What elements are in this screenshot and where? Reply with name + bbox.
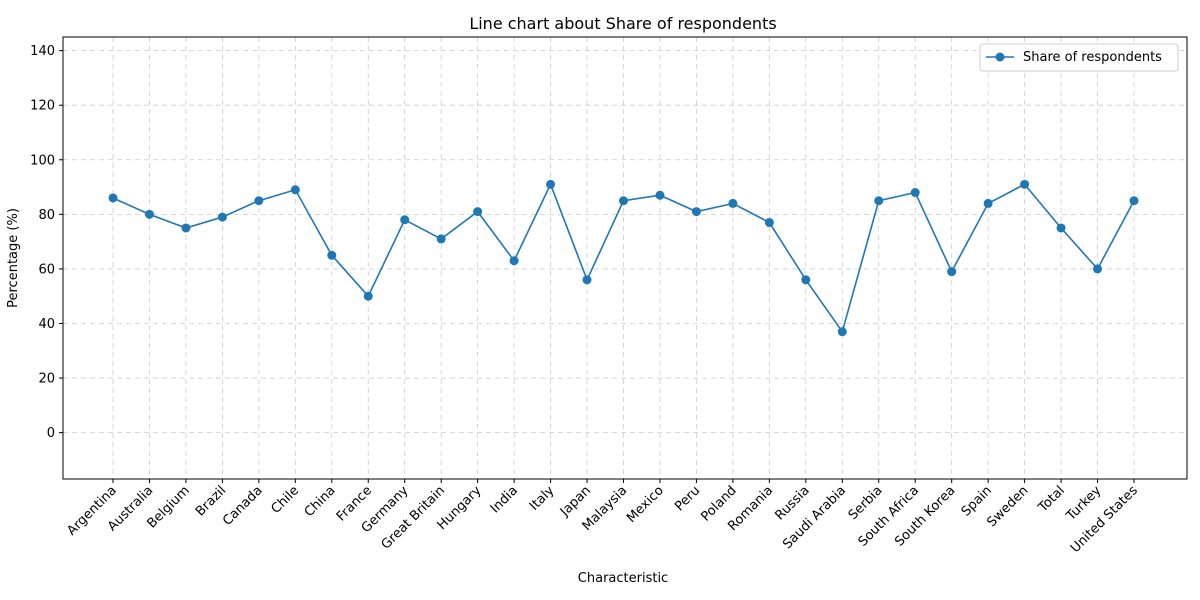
x-tick-label: United States bbox=[1068, 483, 1141, 556]
chart-title: Line chart about Share of respondents bbox=[469, 14, 776, 33]
y-tick-label: 40 bbox=[38, 317, 55, 332]
data-point bbox=[254, 196, 264, 206]
data-point bbox=[400, 215, 410, 225]
x-tick-label: Chile bbox=[269, 483, 303, 517]
legend-entry-label: Share of respondents bbox=[1023, 50, 1162, 65]
y-tick-label: 140 bbox=[30, 44, 55, 59]
data-point bbox=[217, 212, 227, 222]
series-layer bbox=[108, 179, 1139, 337]
x-tick-label: Total bbox=[1035, 483, 1068, 516]
data-point bbox=[582, 275, 592, 285]
data-point bbox=[509, 256, 519, 266]
data-point bbox=[144, 209, 154, 219]
data-point bbox=[947, 267, 957, 277]
x-tick-label: China bbox=[302, 483, 339, 520]
data-point bbox=[473, 207, 483, 217]
data-point bbox=[108, 193, 118, 203]
data-point bbox=[801, 275, 811, 285]
y-tick-label: 80 bbox=[38, 208, 55, 223]
x-tick-label: Peru bbox=[672, 483, 703, 514]
data-point bbox=[436, 234, 446, 244]
x-tick-label: Mexico bbox=[624, 483, 667, 526]
x-axis-label: Characteristic bbox=[578, 571, 668, 586]
data-point bbox=[983, 198, 993, 208]
data-point bbox=[655, 190, 665, 200]
legend-marker-swatch bbox=[995, 52, 1005, 62]
legend: Share of respondents bbox=[979, 43, 1179, 72]
data-point bbox=[1056, 223, 1066, 233]
x-tick-label: India bbox=[488, 483, 521, 516]
data-point bbox=[290, 185, 300, 195]
y-tick-label: 60 bbox=[38, 262, 55, 277]
data-point bbox=[619, 196, 628, 206]
data-point bbox=[1129, 196, 1139, 206]
grid-layer bbox=[63, 37, 1187, 479]
data-point bbox=[728, 198, 738, 208]
y-tick-label: 100 bbox=[30, 153, 55, 168]
y-axis-label: Percentage (%) bbox=[6, 208, 21, 308]
data-point bbox=[1020, 179, 1030, 189]
data-point bbox=[363, 291, 373, 301]
data-point bbox=[181, 223, 191, 233]
legend-box bbox=[979, 43, 1179, 72]
data-point bbox=[910, 188, 920, 198]
y-tick-label: 20 bbox=[38, 372, 55, 387]
data-point bbox=[837, 327, 847, 337]
data-point bbox=[874, 196, 884, 206]
data-point bbox=[1093, 264, 1103, 274]
data-point bbox=[764, 218, 774, 228]
plot-frame bbox=[62, 36, 1188, 480]
y-axis-ticks: 0 20 40 60 80 100 120 140 bbox=[30, 44, 63, 441]
x-tick-label: Italy bbox=[527, 483, 558, 514]
x-tick-label: Sweden bbox=[985, 483, 1032, 530]
data-point bbox=[327, 250, 337, 260]
y-tick-label: 0 bbox=[47, 426, 55, 441]
data-point bbox=[691, 207, 701, 217]
x-tick-label: Great Britain bbox=[379, 483, 448, 552]
data-point bbox=[546, 179, 556, 189]
y-tick-label: 120 bbox=[30, 99, 55, 114]
x-tick-label: Canada bbox=[220, 483, 266, 529]
